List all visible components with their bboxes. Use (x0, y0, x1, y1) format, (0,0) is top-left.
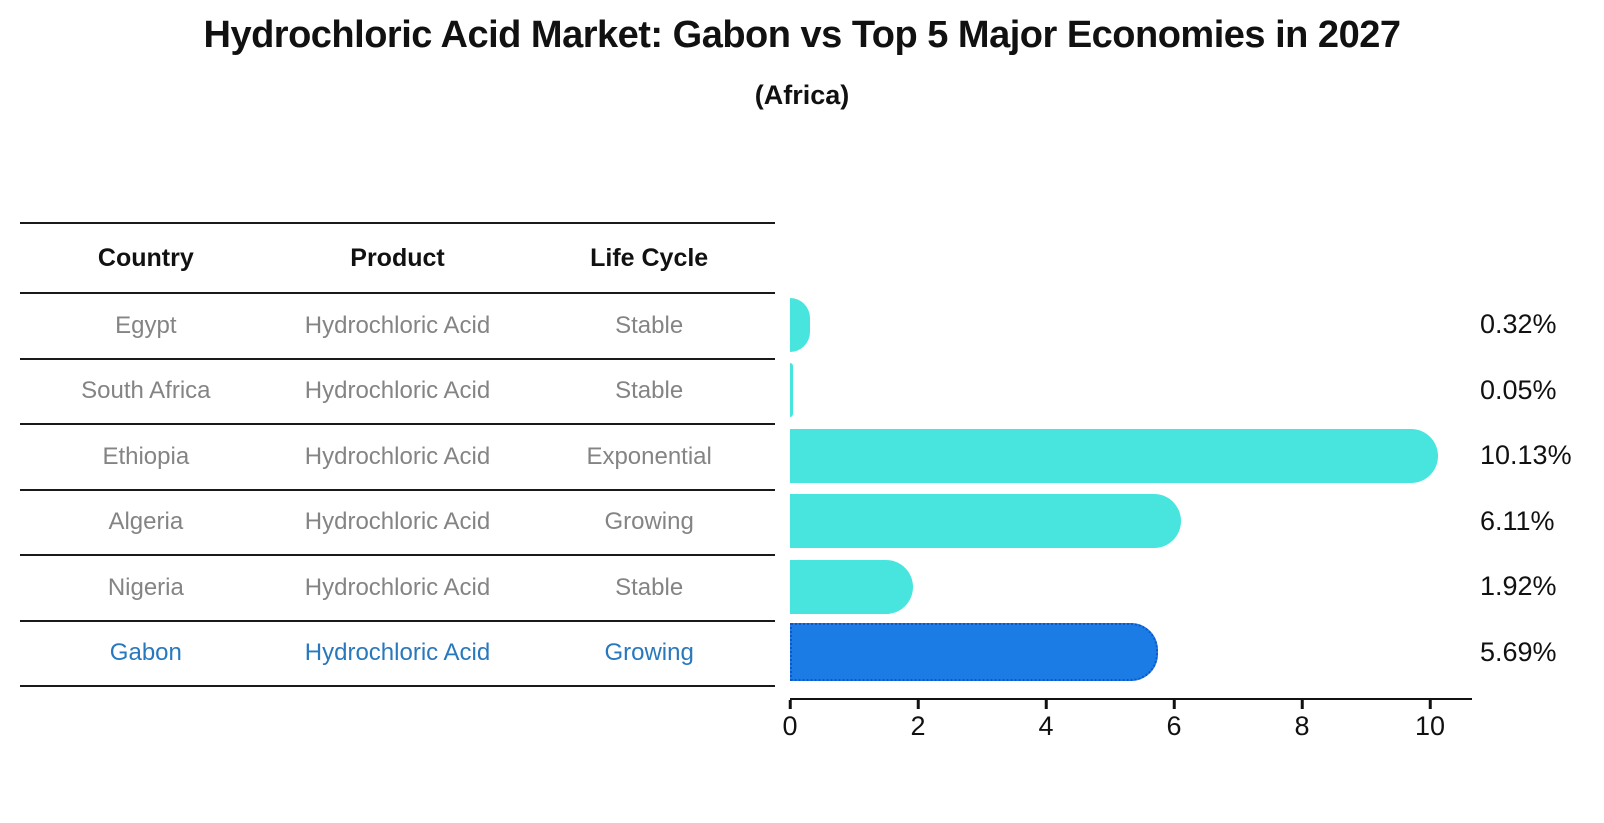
cell-life-cycle: Exponential (586, 442, 712, 470)
value-label-ethiopia: 10.13% (1480, 440, 1572, 470)
bar-plot-area (790, 292, 1472, 685)
value-label-nigeria: 1.92% (1480, 571, 1557, 601)
value-label-column: 0.32% 0.05% 10.13% 6.11% 1.92% 5.69% (1480, 292, 1604, 685)
tick-mark (1044, 700, 1048, 709)
bar-nigeria (790, 559, 913, 614)
cell-product: Hydrochloric Acid (304, 442, 491, 470)
cell-country: Algeria (108, 508, 184, 536)
value-label-south-africa: 0.05% (1480, 374, 1557, 405)
table-row-algeria: Algeria Hydrochloric Acid Growing (20, 491, 775, 556)
tick-mark (916, 700, 920, 709)
table-row-south-africa: South Africa Hydrochloric Acid Stable (20, 360, 775, 425)
bar-row (790, 423, 1472, 489)
tick-label: 6 (1166, 711, 1182, 741)
cell-product: Hydrochloric Acid (304, 639, 491, 667)
cell-country: Gabon (109, 639, 182, 667)
bar-row (790, 620, 1472, 686)
table-row-gabon: Gabon Hydrochloric Acid Growing (20, 622, 775, 687)
table-row-ethiopia: Ethiopia Hydrochloric Acid Exponential (20, 425, 775, 491)
cell-life-cycle: Stable (615, 573, 684, 601)
cell-life-cycle: Stable (615, 377, 684, 405)
table-row-egypt: Egypt Hydrochloric Acid Stable (20, 294, 775, 360)
value-label-algeria: 6.11% (1480, 505, 1555, 536)
cell-product: Hydrochloric Acid (304, 508, 491, 536)
tick-mark (1172, 700, 1176, 709)
cell-product: Hydrochloric Acid (304, 377, 491, 405)
x-axis: 0 2 4 6 8 10 (782, 698, 1472, 750)
column-header-life-cycle: Life Cycle (590, 243, 709, 272)
tick-label: 4 (1038, 711, 1054, 741)
tick-mark (1428, 700, 1432, 709)
bar-egypt (790, 297, 811, 352)
bar-gabon-highlighted (790, 622, 1159, 681)
tick-label: 2 (910, 711, 926, 741)
tick-label: 10 (1414, 711, 1446, 741)
cell-country: Nigeria (107, 573, 184, 601)
column-header-product: Product (350, 243, 445, 272)
value-label-gabon: 5.69% (1480, 636, 1557, 667)
cell-country: Egypt (115, 311, 177, 339)
page-subtitle: (Africa) (754, 80, 850, 110)
cell-country: Ethiopia (102, 442, 190, 470)
bar-row (790, 358, 1472, 424)
column-header-country: Country (97, 243, 194, 272)
cell-life-cycle: Growing (604, 508, 694, 536)
bar-ethiopia (790, 428, 1439, 483)
bar-row (790, 554, 1472, 620)
bar-row (790, 292, 1472, 358)
cell-life-cycle: Stable (615, 311, 684, 339)
table-row-nigeria: Nigeria Hydrochloric Acid Stable (20, 556, 775, 622)
country-table: Country Product Life Cycle Egypt Hydroch… (20, 222, 775, 687)
tick-mark (1300, 700, 1304, 709)
tick-label: 0 (782, 711, 798, 741)
cell-product: Hydrochloric Acid (304, 311, 491, 339)
value-label-egypt: 0.32% (1480, 309, 1557, 339)
cell-product: Hydrochloric Acid (304, 573, 491, 601)
bar-row (790, 489, 1472, 555)
cell-life-cycle: Growing (604, 639, 694, 667)
tick-mark (788, 700, 792, 709)
bar-algeria (790, 494, 1181, 548)
page-title: Hydrochloric Acid Market: Gabon vs Top 5… (203, 14, 1401, 56)
bar-south-africa (790, 363, 794, 417)
table-header-row: Country Product Life Cycle (20, 224, 775, 294)
cell-country: South Africa (81, 377, 211, 405)
tick-label: 8 (1294, 711, 1310, 741)
